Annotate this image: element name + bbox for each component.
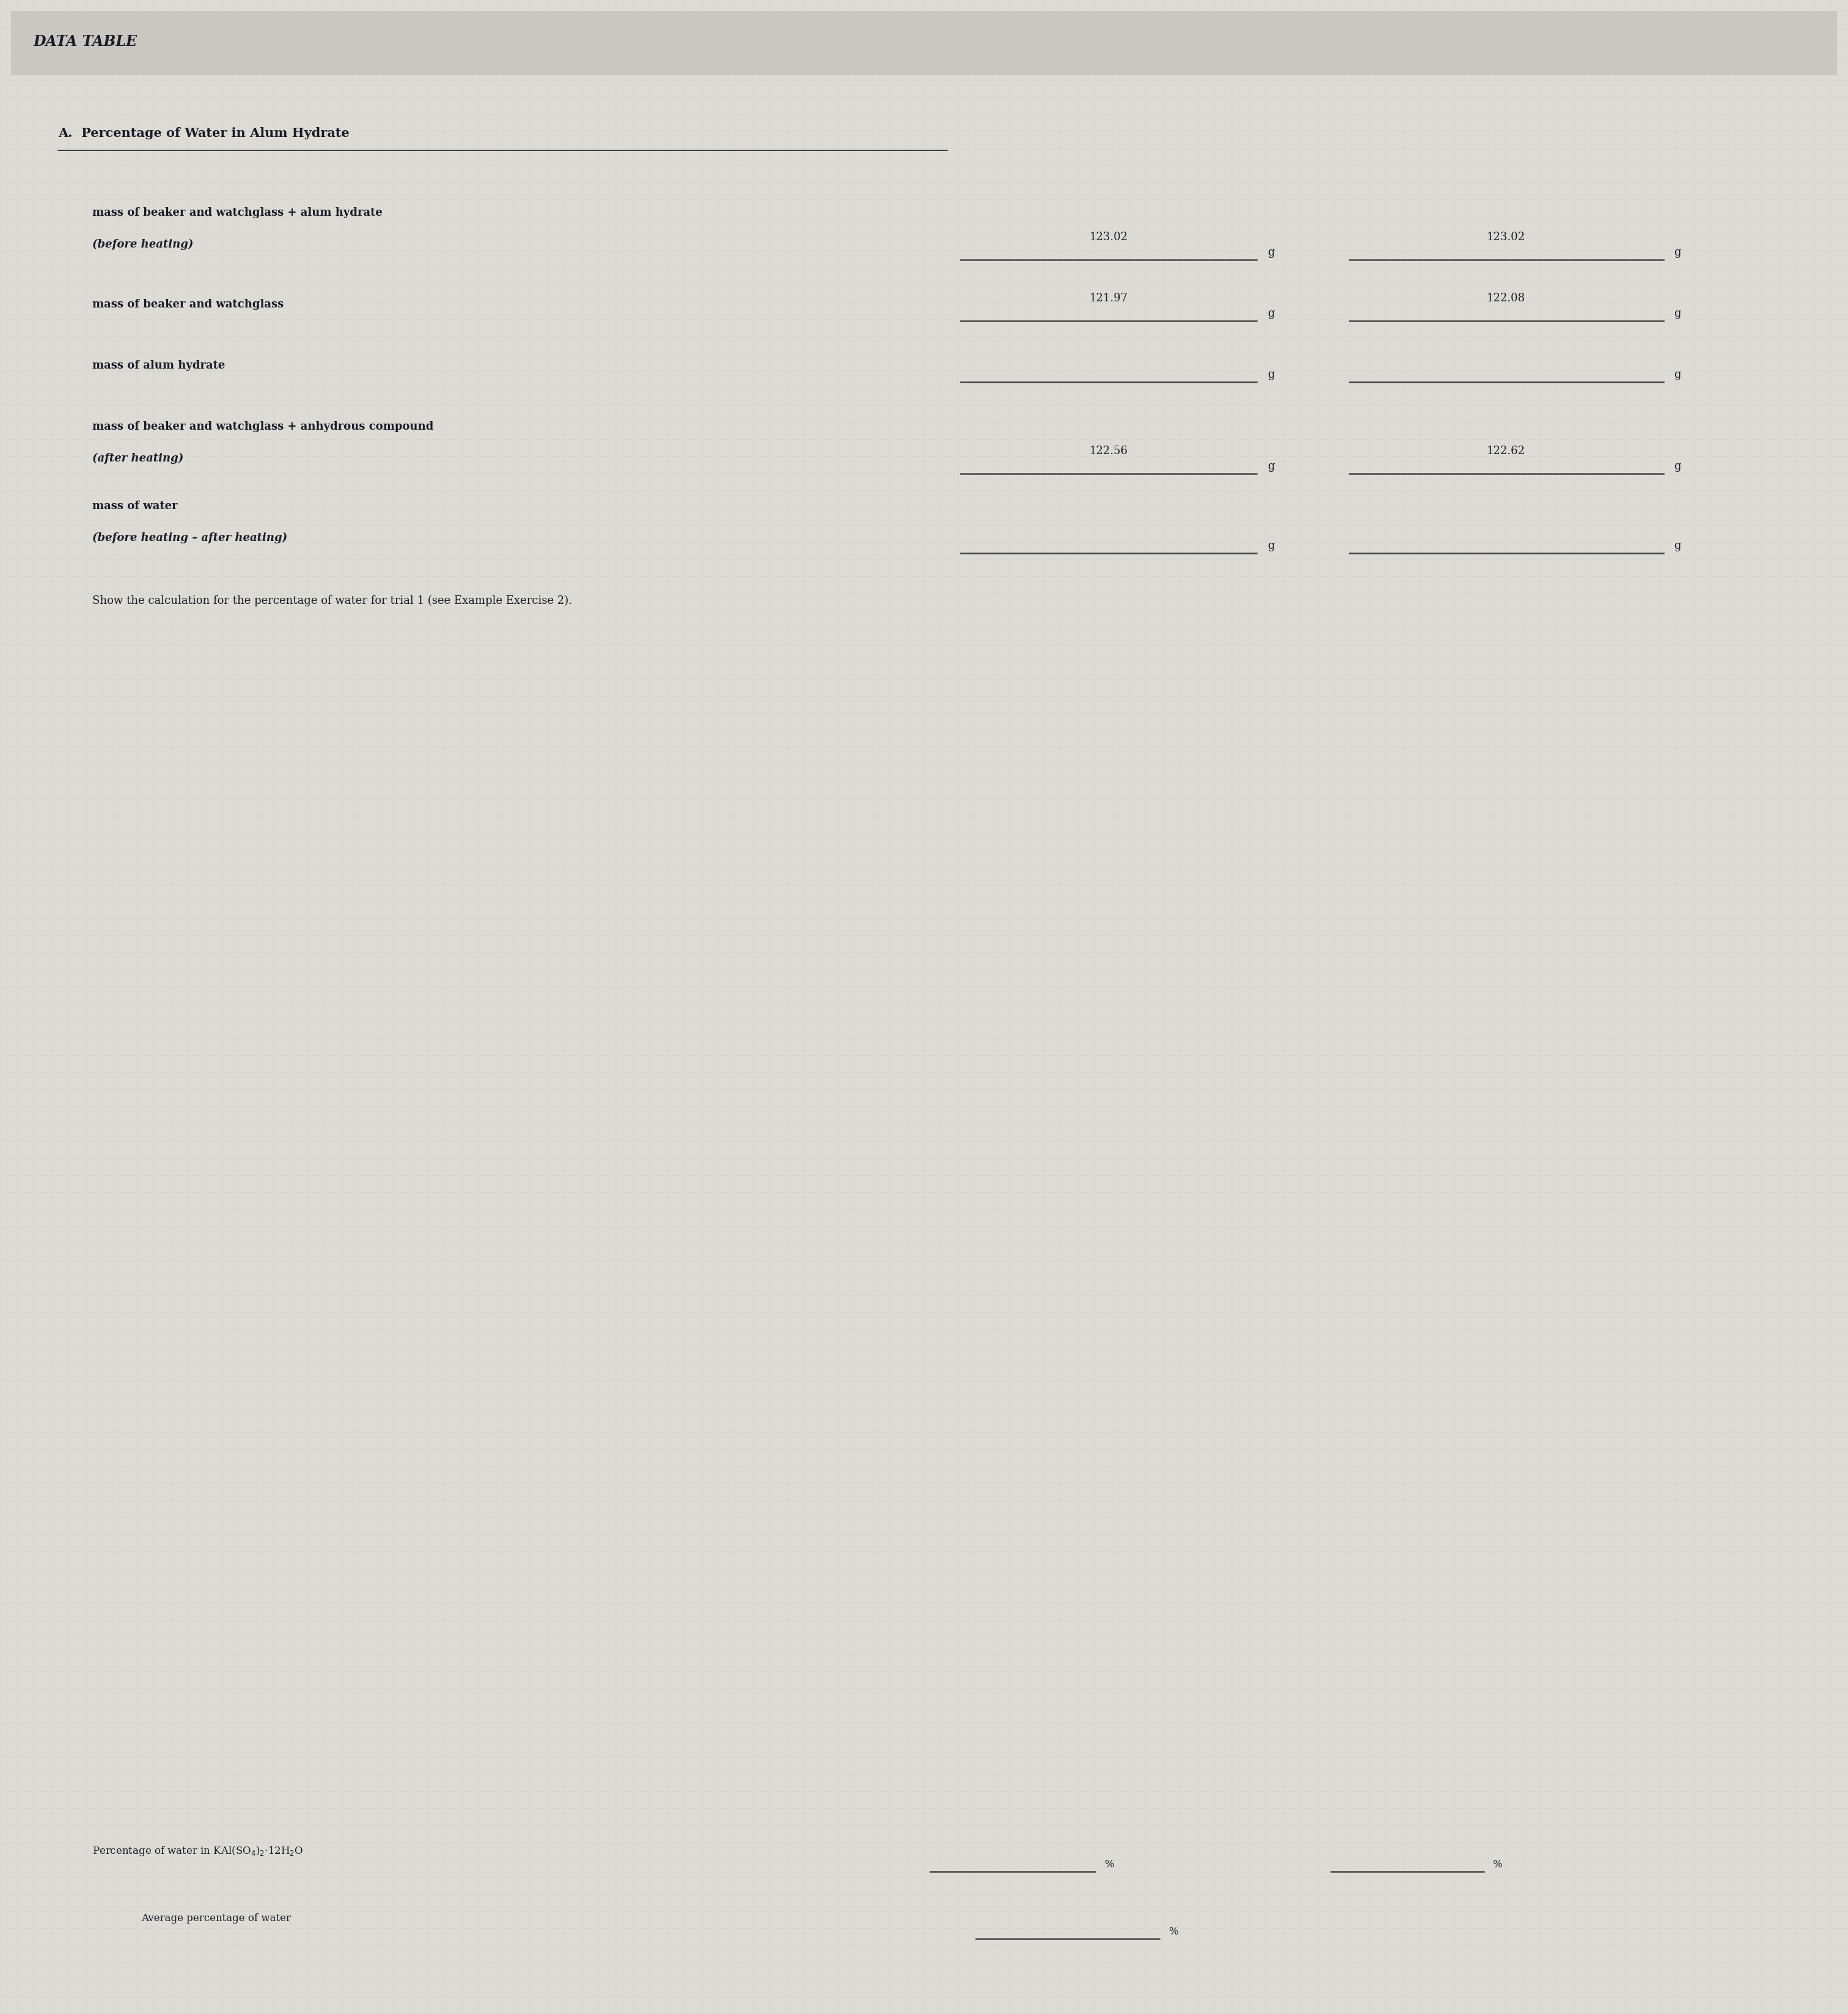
Text: g: g xyxy=(1268,540,1275,552)
Text: g: g xyxy=(1674,248,1682,258)
Text: (before heating): (before heating) xyxy=(92,240,194,250)
Text: 122.56: 122.56 xyxy=(1090,445,1127,457)
Text: g: g xyxy=(1674,369,1682,381)
Text: g: g xyxy=(1674,540,1682,552)
Text: Show the calculation for the percentage of water for trial 1 (see Example Exerci: Show the calculation for the percentage … xyxy=(92,596,573,606)
Text: %: % xyxy=(1105,1859,1114,1869)
Text: %: % xyxy=(1168,1925,1179,1937)
Text: g: g xyxy=(1268,308,1275,318)
Text: g: g xyxy=(1268,369,1275,381)
Text: g: g xyxy=(1674,461,1682,471)
Text: 122.62: 122.62 xyxy=(1488,445,1525,457)
Text: mass of beaker and watchglass + alum hydrate: mass of beaker and watchglass + alum hyd… xyxy=(92,207,383,218)
Text: mass of alum hydrate: mass of alum hydrate xyxy=(92,361,225,371)
Text: 122.08: 122.08 xyxy=(1488,292,1525,304)
Text: g: g xyxy=(1674,308,1682,318)
Text: (before heating – after heating): (before heating – after heating) xyxy=(92,532,288,544)
Text: %: % xyxy=(1493,1859,1502,1869)
Text: 123.02: 123.02 xyxy=(1488,232,1525,242)
Text: Average percentage of water: Average percentage of water xyxy=(140,1913,290,1923)
Text: Percentage of water in KAl(SO$_4$)$_2$$\cdot$12H$_2$O: Percentage of water in KAl(SO$_4$)$_2$$\… xyxy=(92,1845,303,1857)
FancyBboxPatch shape xyxy=(11,10,1837,75)
Text: A.  Percentage of Water in Alum Hydrate: A. Percentage of Water in Alum Hydrate xyxy=(57,127,349,139)
Text: (after heating): (after heating) xyxy=(92,453,183,463)
Text: 123.02: 123.02 xyxy=(1090,232,1127,242)
Text: mass of beaker and watchglass: mass of beaker and watchglass xyxy=(92,298,285,310)
Text: g: g xyxy=(1268,461,1275,471)
Text: g: g xyxy=(1268,248,1275,258)
Text: mass of beaker and watchglass + anhydrous compound: mass of beaker and watchglass + anhydrou… xyxy=(92,421,434,433)
Text: DATA TABLE: DATA TABLE xyxy=(33,34,137,48)
Text: mass of water: mass of water xyxy=(92,501,177,512)
Text: 121.97: 121.97 xyxy=(1090,292,1127,304)
